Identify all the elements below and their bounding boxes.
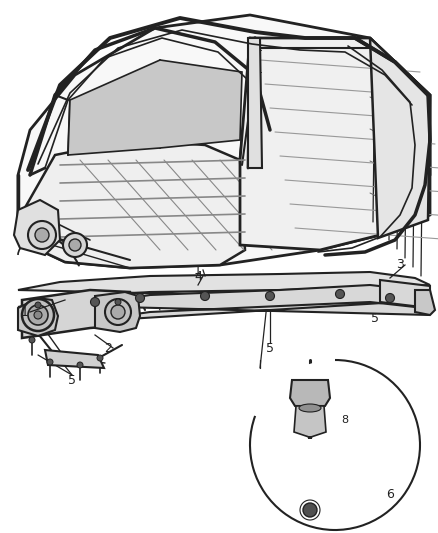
Text: 1: 1	[21, 305, 29, 319]
Text: 5: 5	[371, 311, 379, 325]
Text: 5: 5	[68, 374, 76, 386]
Polygon shape	[380, 280, 430, 308]
Polygon shape	[95, 292, 140, 332]
Polygon shape	[80, 285, 430, 322]
Circle shape	[77, 362, 83, 368]
Text: 3: 3	[396, 259, 404, 271]
Text: 1: 1	[194, 263, 202, 277]
Text: 2: 2	[104, 342, 112, 354]
Circle shape	[265, 292, 275, 301]
Circle shape	[115, 299, 121, 305]
Circle shape	[250, 360, 420, 530]
Polygon shape	[45, 350, 104, 368]
Circle shape	[28, 305, 48, 325]
Circle shape	[336, 289, 345, 298]
Circle shape	[47, 359, 53, 365]
Circle shape	[28, 221, 56, 249]
Text: 4: 4	[194, 270, 202, 282]
Circle shape	[22, 299, 54, 331]
Text: 8: 8	[342, 415, 349, 425]
Circle shape	[69, 239, 81, 251]
Circle shape	[201, 292, 209, 301]
Polygon shape	[415, 290, 435, 315]
Circle shape	[105, 299, 131, 325]
Circle shape	[97, 355, 103, 361]
Polygon shape	[14, 200, 60, 255]
Polygon shape	[68, 60, 242, 155]
Circle shape	[29, 337, 35, 343]
Circle shape	[63, 233, 87, 257]
Polygon shape	[290, 380, 330, 406]
Polygon shape	[370, 38, 430, 238]
Polygon shape	[18, 298, 58, 336]
Polygon shape	[18, 15, 430, 268]
FancyArrowPatch shape	[21, 233, 79, 265]
Polygon shape	[22, 290, 135, 338]
Text: 6: 6	[386, 489, 394, 502]
Circle shape	[91, 297, 99, 306]
Polygon shape	[240, 38, 430, 250]
Polygon shape	[18, 140, 245, 268]
Circle shape	[135, 294, 145, 303]
Polygon shape	[294, 406, 326, 438]
Circle shape	[385, 294, 395, 303]
Circle shape	[111, 305, 125, 319]
Text: 5: 5	[266, 342, 274, 354]
Circle shape	[35, 302, 41, 308]
Ellipse shape	[299, 404, 321, 412]
Polygon shape	[248, 38, 262, 168]
Circle shape	[303, 503, 317, 517]
Polygon shape	[18, 272, 430, 307]
Circle shape	[34, 311, 42, 319]
Circle shape	[35, 228, 49, 242]
